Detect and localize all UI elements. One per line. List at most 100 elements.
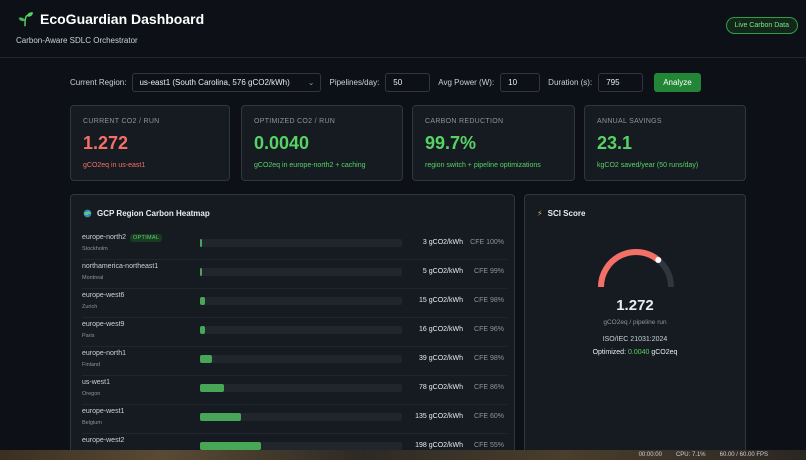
region-name-text: us-west1 xyxy=(82,379,111,386)
card-value: 99.7% xyxy=(425,133,477,153)
intensity-track xyxy=(200,268,402,276)
region-name: europe-north1 xyxy=(82,350,126,357)
intensity-fill xyxy=(200,355,212,363)
region-city: Oregon xyxy=(82,391,101,397)
status-fps: 60.00 / 60.00 FPS xyxy=(719,452,768,458)
lightning-icon: ⚡ xyxy=(537,209,543,218)
region-name-text: europe-north1 xyxy=(82,350,126,357)
gauge-fill xyxy=(598,249,661,288)
status-time: 00:00:00 xyxy=(638,452,662,458)
card-subtext: gCO2eq in us-east1 xyxy=(83,162,146,169)
region-cfe: CFE 100% xyxy=(470,239,504,246)
region-name-text: europe-west6 xyxy=(82,292,125,299)
region-name: europe-west6 xyxy=(82,292,124,299)
sci-optimized: Optimized: 0.0040 gCO2eq xyxy=(525,349,745,356)
region-city: Montreal xyxy=(82,275,104,281)
status-cpu: CPU: 7.1% xyxy=(675,452,706,458)
region-row[interactable]: northamerica-northeast1 Montreal 5 gCO2/kW… xyxy=(82,260,507,289)
region-intensity: 5 gCO2/kWh xyxy=(422,268,463,275)
pipelines-label: Pipelines/day: xyxy=(329,77,380,87)
region-intensity: 3 gCO2/kWh xyxy=(422,239,463,246)
region-intensity: 78 gCO2/kWh xyxy=(419,384,463,391)
region-name-text: europe-west9 xyxy=(82,321,125,328)
region-intensity: 135 gCO2/kWh xyxy=(415,413,463,420)
region-city: Finland xyxy=(82,362,101,368)
intensity-fill xyxy=(200,442,261,450)
heatmap-title: GCP Region Carbon Heatmap xyxy=(71,195,514,218)
region-row[interactable]: europe-north1 Finland 39 gCO2/kWh CFE 98% xyxy=(82,347,507,376)
region-cfe: CFE 99% xyxy=(474,268,504,275)
intensity-track xyxy=(200,326,402,334)
intensity-track xyxy=(200,239,402,247)
sci-optimized-label: Optimized: xyxy=(592,349,627,356)
region-cfe: CFE 86% xyxy=(474,384,504,391)
region-row[interactable]: europe-west6 Zurich 15 gCO2/kWh CFE 98% xyxy=(82,289,507,318)
card-subtext: region switch + pipeline optimizations xyxy=(425,162,541,169)
region-cfe: CFE 96% xyxy=(474,326,504,333)
chevron-down-icon: ⌄ xyxy=(307,77,315,87)
sci-standard: ISO/IEC 21031:2024 xyxy=(602,336,668,343)
intensity-fill xyxy=(200,297,205,305)
globe-icon xyxy=(83,209,92,218)
app-header: EcoGuardian Dashboard Carbon-Aware SDLC … xyxy=(0,0,806,58)
intensity-track xyxy=(200,355,402,363)
region-row[interactable]: europe-west2 198 gCO2/kWh CFE 55% xyxy=(82,434,507,453)
annual-savings-card: ANNUAL SAVINGS 23.1 kgCO2 saved/year (50… xyxy=(584,105,746,181)
card-value: 1.272 xyxy=(83,133,129,153)
region-city: Stockholm xyxy=(82,246,108,252)
region-name: europe-north2 OPTIMAL xyxy=(82,234,163,242)
region-cfe: CFE 98% xyxy=(474,297,504,304)
region-city: Zurich xyxy=(82,304,98,310)
intensity-fill xyxy=(200,413,242,421)
region-select-value: us-east1 (South Carolina, 576 gCO2/kWh) xyxy=(139,77,290,87)
region-heatmap-panel: GCP Region Carbon Heatmap europe-north2 O… xyxy=(70,194,515,454)
sci-title-text: SCI Score xyxy=(547,209,586,218)
intensity-track xyxy=(200,297,402,305)
card-label: ANNUAL SAVINGS xyxy=(597,118,662,125)
title-row: EcoGuardian Dashboard xyxy=(16,10,790,28)
power-input[interactable]: 10 xyxy=(500,72,541,92)
page-subtitle: Carbon-Aware SDLC Orchestrator xyxy=(16,36,138,45)
region-city: Paris xyxy=(82,333,95,339)
sci-optimized-unit: gCO2eq xyxy=(651,349,678,356)
status-bar: 00:00:00 CPU: 7.1% 60.00 / 60.00 FPS xyxy=(639,450,806,460)
card-subtext: gCO2eq in europe-north2 + caching xyxy=(254,162,366,169)
duration-input[interactable]: 795 xyxy=(598,72,644,92)
pipelines-input[interactable]: 50 xyxy=(385,72,431,92)
sci-gauge xyxy=(598,249,674,288)
sci-optimized-value: 0.0040 xyxy=(627,349,650,356)
controls-bar: Current Region: us-east1 (South Carolina… xyxy=(70,72,701,92)
region-row[interactable]: europe-north2 OPTIMAL Stockholm 3 gCO2/kWh C… xyxy=(82,231,507,260)
region-intensity: 39 gCO2/kWh xyxy=(419,355,463,362)
sprout-icon xyxy=(18,12,34,27)
intensity-track xyxy=(200,384,402,392)
analyze-button[interactable]: Analyze xyxy=(654,72,701,92)
card-label: CARBON REDUCTION xyxy=(425,118,504,125)
region-cfe: CFE 60% xyxy=(474,413,504,420)
region-intensity: 198 gCO2/kWh xyxy=(415,442,463,449)
region-name-text: europe-west1 xyxy=(82,408,125,415)
region-name-text: europe-west2 xyxy=(82,437,125,444)
region-intensity: 16 gCO2/kWh xyxy=(419,326,463,333)
current-co2-card: CURRENT CO2 / RUN 1.272 gCO2eq in us-eas… xyxy=(70,105,230,181)
region-name-text: europe-north2 xyxy=(82,234,126,241)
card-value: 23.1 xyxy=(597,133,633,153)
intensity-fill xyxy=(200,239,202,247)
intensity-fill xyxy=(200,384,224,392)
card-value: 0.0040 xyxy=(254,133,310,153)
live-carbon-badge[interactable]: Live Carbon Data xyxy=(725,17,798,34)
card-subtext: kgCO2 saved/year (50 runs/day) xyxy=(597,162,699,169)
region-name: northamerica-northeast1 xyxy=(82,263,158,270)
region-row[interactable]: us-west1 Oregon 78 gCO2/kWh CFE 86% xyxy=(82,376,507,405)
optimal-badge: OPTIMAL xyxy=(129,234,163,242)
region-intensity: 15 gCO2/kWh xyxy=(419,297,463,304)
power-label: Avg Power (W): xyxy=(438,77,495,87)
region-name: europe-west9 xyxy=(82,321,124,328)
region-name: europe-west1 xyxy=(82,408,124,415)
region-row[interactable]: europe-west9 Paris 16 gCO2/kWh CFE 96% xyxy=(82,318,507,347)
region-select[interactable]: us-east1 (South Carolina, 576 gCO2/kWh) … xyxy=(132,72,322,92)
region-name-text: northamerica-northeast1 xyxy=(82,263,159,270)
region-row[interactable]: europe-west1 Belgium 135 gCO2/kWh CFE 60% xyxy=(82,405,507,434)
intensity-track xyxy=(200,413,402,421)
sci-unit: gCO2eq / pipeline run xyxy=(603,319,667,326)
